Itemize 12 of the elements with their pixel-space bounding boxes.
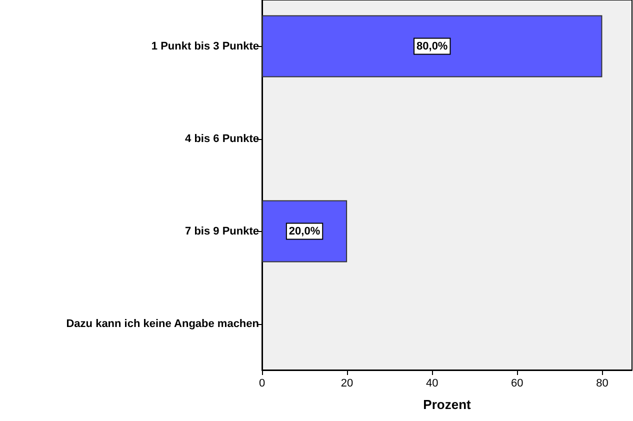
y-tick-label: Dazu kann ich keine Angabe machen	[66, 318, 260, 330]
x-tick-label: 20	[340, 378, 354, 390]
x-tick-label: 0	[258, 378, 266, 390]
data-label: 20,0%	[288, 225, 320, 238]
x-axis-title: Prozent	[423, 397, 472, 412]
x-tick-label: 60	[511, 378, 524, 390]
y-tick-label: 1 Punkt bis 3 Punkte	[151, 40, 259, 52]
y-tick-label: 4 bis 6 Punkte	[185, 132, 259, 145]
data-label: 80,0%	[416, 40, 448, 52]
y-tick-label: 7 bis 9 Punkte	[185, 225, 259, 238]
x-tick-label: 40	[426, 378, 438, 390]
x-tick-label: 80	[596, 378, 608, 390]
